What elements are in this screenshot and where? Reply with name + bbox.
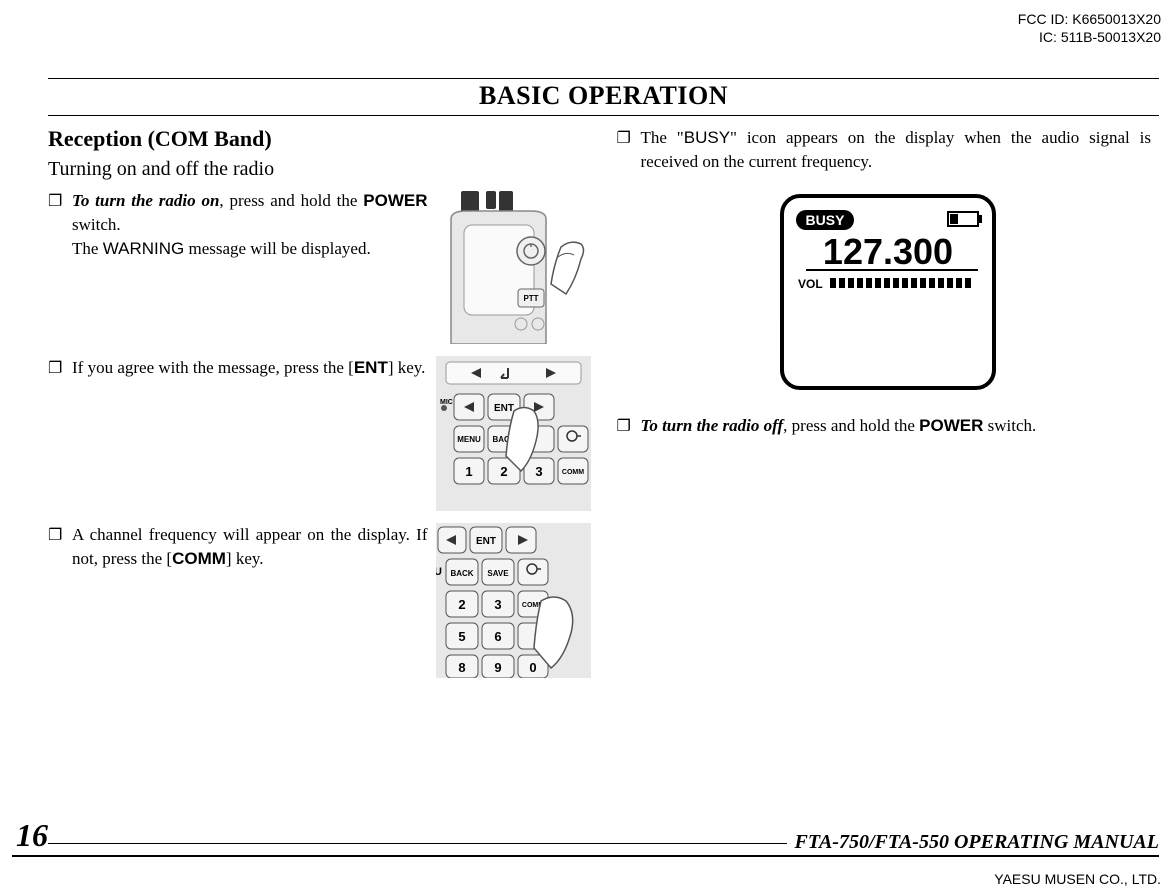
keypad-comm-illustration: ENT U BACK SAVE 2 (436, 523, 591, 678)
busy-badge: BUSY (805, 212, 845, 228)
bullet-icon: ❐ (617, 414, 641, 438)
bullet-item: ❐ If you agree with the message, press t… (48, 356, 591, 511)
company-name: YAESU MUSEN CO., LTD. (994, 871, 1161, 887)
bullet-text: The "BUSY" icon appears on the display w… (641, 126, 1160, 174)
radio-display-figure: BUSY 127.300 VOL (617, 192, 1160, 392)
bullet-item: ❐ A channel frequency will appear on the… (48, 523, 591, 678)
page-number: 16 (16, 817, 48, 854)
key-2: 2 (458, 597, 465, 612)
bullet-text: A channel frequency will appear on the d… (72, 523, 436, 571)
ent-key-label: ENT (476, 536, 496, 547)
vol-label: VOL (798, 277, 823, 291)
ic-id-text: IC: 511B-50013X20 (1018, 28, 1161, 46)
key-9: 9 (494, 660, 501, 675)
right-column: ❐ The "BUSY" icon appears on the display… (617, 126, 1160, 690)
bullet-text: To turn the radio on, press and hold the… (72, 189, 436, 260)
back-key-label: BACK (450, 569, 473, 578)
page-footer: 16 FTA-750/FTA-550 OPERATING MANUAL (12, 817, 1159, 857)
left-column: Reception (COM Band) Turning on and off … (48, 126, 591, 690)
bullet-item: ❐ The "BUSY" icon appears on the display… (617, 126, 1160, 174)
bullet-icon: ❐ (48, 189, 72, 213)
bullet-icon: ❐ (48, 523, 72, 547)
bullet-text: If you agree with the message, press the… (72, 356, 436, 380)
key-8: 8 (458, 660, 465, 675)
bullet-icon: ❐ (48, 356, 72, 380)
save-key-label: SAVE (487, 569, 509, 578)
fcc-id-text: FCC ID: K6650013X20 (1018, 10, 1161, 28)
menu-key-label: MENU (457, 435, 481, 444)
ent-key-label: ENT (494, 403, 514, 414)
bullet-icon: ❐ (617, 126, 641, 150)
left-subheading: Turning on and off the radio (48, 158, 591, 181)
bullet-text: To turn the radio off, press and hold th… (641, 414, 1160, 438)
bullet-item: ❐ To turn the radio off, press and hold … (617, 414, 1160, 438)
left-heading: Reception (COM Band) (48, 126, 591, 152)
u-label: U (436, 566, 442, 578)
footer-rule (48, 843, 787, 844)
radio-top-illustration: PTT (436, 189, 591, 344)
key-6: 6 (494, 629, 501, 644)
key-1: 1 (465, 464, 472, 479)
keypad-ent-illustration: MIC ENT MENU BACK (436, 356, 591, 511)
key-0: 0 (529, 660, 536, 675)
key-3: 3 (494, 597, 501, 612)
frequency-value: 127.300 (823, 231, 953, 272)
bullet-item: ❐ To turn the radio on, press and hold t… (48, 189, 591, 344)
key-2: 2 (500, 464, 507, 479)
manual-title: FTA-750/FTA-550 OPERATING MANUAL (795, 831, 1160, 854)
key-5: 5 (458, 629, 465, 644)
ptt-label: PTT (523, 294, 538, 303)
comm-key-label: COMM (561, 469, 583, 476)
section-title: BASIC OPERATION (48, 78, 1159, 116)
mic-label: MIC (440, 399, 453, 406)
key-3: 3 (535, 464, 542, 479)
